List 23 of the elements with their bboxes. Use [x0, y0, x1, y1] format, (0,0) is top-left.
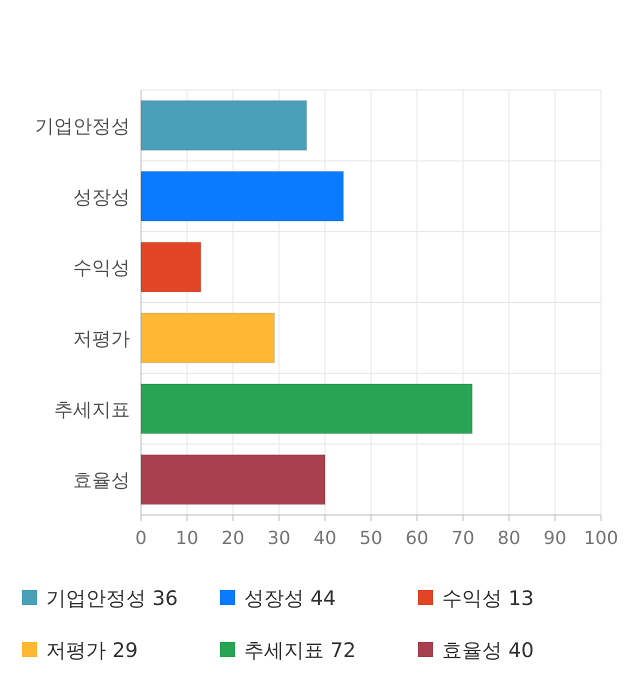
legend-label: 저평가 29: [46, 638, 138, 662]
y-tick-label: 저평가: [73, 328, 130, 350]
x-tick-label: 50: [360, 528, 382, 549]
y-tick-label: 추세지표: [54, 398, 130, 421]
x-tick-label: 70: [452, 528, 474, 549]
x-tick-label: 80: [498, 528, 520, 549]
legend-label: 수익성 13: [442, 586, 534, 610]
x-tick-label: 90: [544, 528, 566, 549]
legend-label: 성장성 44: [244, 586, 336, 610]
x-tick-label: 60: [406, 528, 428, 549]
y-tick-label: 수익성: [73, 257, 130, 280]
legend-label: 추세지표 72: [244, 638, 356, 662]
x-tick-label: 30: [268, 528, 290, 549]
legend-label: 기업안정성 36: [46, 586, 178, 610]
x-tick-label: 20: [222, 528, 244, 549]
x-tick-label: 0: [135, 528, 147, 549]
x-tick-label: 100: [584, 528, 618, 549]
x-tick-label: 10: [176, 528, 198, 549]
y-tick-label: 기업안정성: [35, 115, 130, 138]
x-tick-label: 40: [314, 528, 336, 549]
y-tick-label: 성장성: [73, 186, 130, 208]
legend-label: 효율성 40: [442, 638, 534, 662]
y-tick-label: 효율성: [73, 470, 130, 492]
